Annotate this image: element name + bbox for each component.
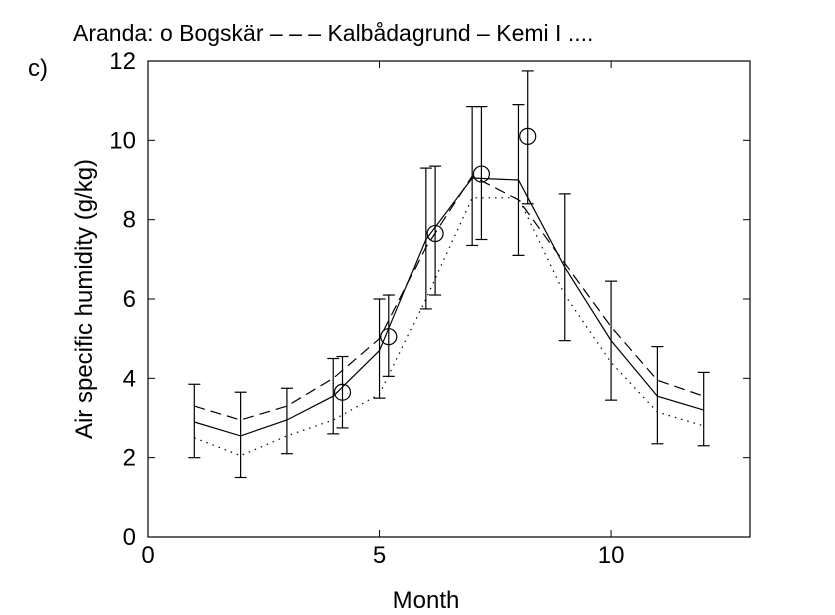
kalbadagrund-solid-line [194,177,704,437]
y-tick-label: 10 [109,127,136,154]
panel-label: c) [28,55,48,82]
y-tick-label: 12 [109,48,136,75]
x-tick-label: 5 [373,542,386,569]
y-tick-label: 4 [123,365,136,392]
kemi-dotted-line [194,197,704,457]
y-axis-label: Air specific humidity (g/kg) [71,159,98,439]
x-tick-label: 0 [141,542,154,569]
x-axis-label: Month [393,587,460,614]
legend-title: Aranda: o Bogskär – – – Kalbådagrund – K… [73,20,593,46]
y-tick-label: 0 [123,524,136,551]
kalbadagrund-dashed-line [194,175,704,421]
plot-marks [188,70,710,479]
y-tick-label: 8 [123,207,136,234]
x-axis-ticks: 0 5 10 [141,61,624,569]
y-tick-label: 2 [123,445,136,472]
x-tick-label: 10 [598,542,625,569]
y-axis-ticks: 0 2 4 6 8 10 12 [109,48,750,551]
y-tick-label: 6 [123,286,136,313]
plot-area-frame [147,60,751,538]
